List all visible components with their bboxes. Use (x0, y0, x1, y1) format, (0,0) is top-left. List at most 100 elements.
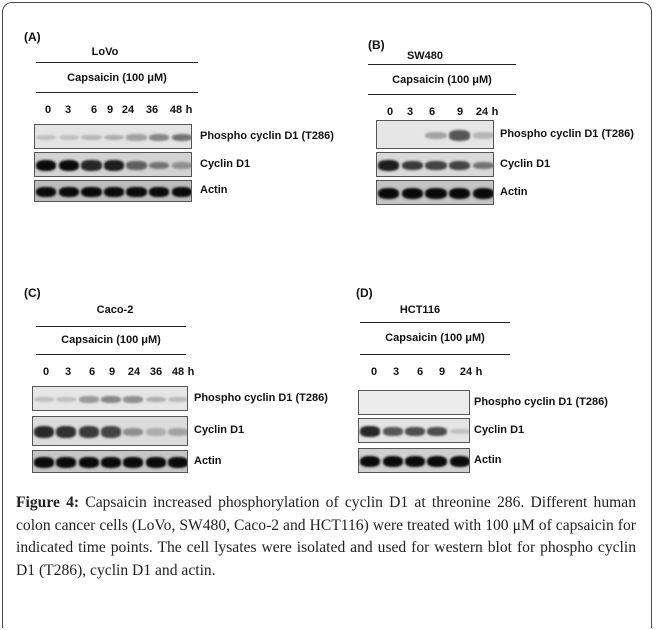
blot-band (34, 457, 55, 468)
blot-band (449, 455, 469, 468)
blot-strip (358, 390, 470, 415)
blot-band (425, 160, 447, 171)
blot-band (448, 130, 471, 141)
blot-band (58, 134, 79, 141)
blot-label: Actin (200, 184, 228, 196)
blot-strip (34, 180, 192, 202)
blot-band (100, 395, 122, 404)
blot-band (123, 457, 144, 468)
blot-band (56, 426, 77, 438)
blot-label: Phospho cyclin D1 (T286) (500, 127, 634, 140)
timepoint-label: 9 (456, 106, 464, 118)
blot-band (81, 134, 102, 141)
blot-label: Actin (500, 185, 528, 198)
blot-band (126, 187, 147, 197)
blot-band (34, 396, 55, 403)
blot-band (148, 187, 170, 197)
blot-band (360, 455, 381, 468)
blot-band (81, 160, 102, 171)
blot-band (449, 428, 469, 435)
blot-band (171, 187, 191, 197)
treatment-label: Capsaicin (100 μM) (385, 332, 485, 344)
time-unit-label: h (491, 106, 499, 118)
time-unit-label: h (475, 366, 483, 378)
timepoint-label: 48 (171, 366, 185, 378)
cell-line-label: LoVo (91, 46, 119, 58)
timepoint-label: 0 (370, 366, 378, 378)
treatment-rule (360, 354, 510, 355)
treatment-label: Capsaicin (100 μM) (392, 74, 492, 86)
blot-band (58, 187, 79, 197)
blot-band (404, 426, 426, 437)
blot-strip (32, 416, 188, 446)
blot-band (404, 455, 426, 468)
blot-strip (376, 180, 494, 205)
blot-band (36, 187, 57, 197)
blot-strip (34, 152, 192, 177)
blot-band (34, 425, 55, 439)
timepoint-label: 3 (406, 106, 414, 118)
blot-band (167, 428, 187, 436)
blot-label: Phospho cyclin D1 (T286) (474, 395, 608, 408)
blot-band (167, 396, 187, 403)
blot-strip (358, 418, 470, 443)
blot-band (123, 396, 144, 403)
blot-band (401, 187, 423, 200)
blot-band (378, 160, 400, 171)
treatment-rule (36, 92, 198, 93)
time-unit-label: h (187, 366, 195, 378)
panel-letter: (D) (356, 286, 373, 300)
panel-letter: (B) (368, 38, 385, 52)
header-rule (36, 326, 186, 327)
blot-band (148, 161, 170, 170)
blot-label: Cyclin D1 (200, 157, 251, 170)
blot-band (100, 457, 122, 468)
blot-band (103, 134, 125, 141)
header-rule (360, 322, 510, 323)
treatment-rule (368, 94, 516, 95)
figure-caption: Figure 4: Capsaicin increased phosphoryl… (16, 492, 636, 582)
blot-band (382, 427, 403, 436)
caption-label: Figure 4: (16, 494, 80, 511)
blot-strip (32, 450, 188, 473)
timepoint-label: 0 (386, 106, 394, 118)
blot-band (360, 426, 381, 437)
blot-strip (376, 152, 494, 177)
header-rule (368, 64, 516, 65)
blot-band (145, 457, 166, 468)
blot-band (382, 455, 403, 468)
timepoint-label: 9 (438, 366, 446, 378)
timepoint-label: 48 (169, 104, 183, 116)
blot-band (448, 160, 471, 171)
header-rule (36, 62, 198, 63)
timepoint-label: 24 (127, 366, 141, 378)
blot-label: Cyclin D1 (474, 423, 525, 436)
blot-label: Actin (474, 453, 502, 466)
blot-band (472, 132, 493, 139)
blot-band (126, 134, 147, 141)
blot-label: Phospho cyclin D1 (T286) (200, 129, 334, 142)
timepoint-label: 6 (90, 104, 98, 116)
blot-band (103, 187, 125, 197)
blot-strip (32, 386, 188, 411)
blot-band (148, 133, 170, 142)
blot-band (123, 427, 144, 437)
blot-band (126, 161, 147, 170)
blot-band (78, 396, 99, 403)
timepoint-label: 24 (475, 106, 489, 118)
treatment-rule (36, 354, 186, 355)
blot-band (36, 134, 57, 141)
blot-label: Actin (194, 454, 222, 467)
timepoint-label: 3 (392, 366, 400, 378)
treatment-label: Capsaicin (100 μM) (61, 334, 161, 346)
blot-band (167, 457, 187, 468)
timepoint-label: 9 (106, 104, 114, 116)
blot-band (103, 160, 125, 171)
blot-band (427, 455, 448, 468)
time-unit-label: h (185, 104, 193, 116)
cell-line-label: SW480 (406, 50, 444, 62)
timepoint-label: 6 (416, 366, 424, 378)
timepoint-label: 0 (42, 366, 50, 378)
blot-band (171, 162, 191, 169)
timepoint-label: 6 (88, 366, 96, 378)
